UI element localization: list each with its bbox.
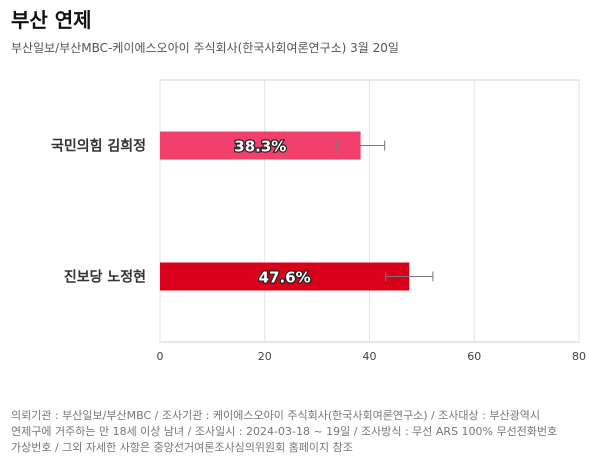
data-label: 47.6%: [259, 269, 311, 287]
footer-line: 연제구에 거주하는 만 18세 이상 남녀 / 조사일시 : 2024-03-1…: [11, 425, 558, 438]
category-label: 국민의힘 김희정: [51, 138, 146, 155]
category-label: 진보당 노정현: [64, 269, 146, 286]
page-title: 부산 연제: [11, 8, 92, 32]
x-tick-label: 40: [363, 350, 377, 363]
page-subtitle: 부산일보/부산MBC-케이에스오아이 주식회사(한국사회여론연구소) 3월 20…: [11, 41, 399, 55]
x-tick-label: 0: [157, 350, 164, 363]
x-tick-label: 20: [258, 350, 272, 363]
footer-line: 의뢰기관 : 부산일보/부산MBC / 조사기관 : 케이에스오아이 주식회사(…: [11, 409, 540, 422]
data-label: 38.3%: [234, 138, 286, 156]
x-tick-label: 80: [572, 350, 586, 363]
bar: [160, 262, 410, 291]
footer-line: 가상번호 / 그외 자세한 사항은 중앙선거여론조사심의위원회 홈페이지 참조: [11, 441, 353, 454]
x-tick-label: 60: [467, 350, 481, 363]
footer-note: 의뢰기관 : 부산일보/부산MBC / 조사기관 : 케이에스오아이 주식회사(…: [11, 408, 596, 456]
bar: [160, 131, 361, 160]
